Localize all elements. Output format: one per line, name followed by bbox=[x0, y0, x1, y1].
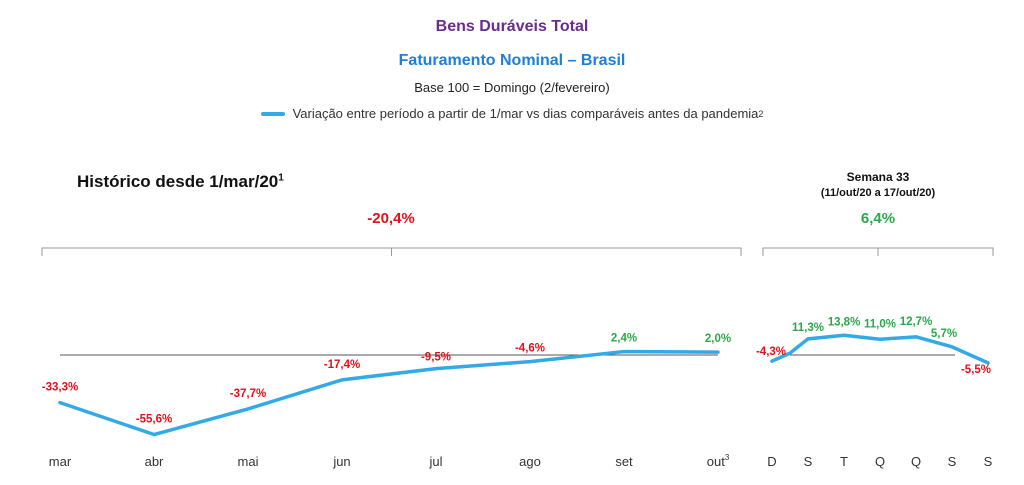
week-data-label: -4,3% bbox=[756, 346, 786, 358]
history-point bbox=[434, 367, 438, 371]
history-tick-label: out3 bbox=[707, 453, 730, 469]
base-note: Base 100 = Domingo (2/fevereiro) bbox=[414, 80, 610, 95]
history-tick-label: mai bbox=[238, 454, 259, 469]
week-point bbox=[950, 345, 954, 349]
chart-subtitle: Faturamento Nominal – Brasil bbox=[398, 52, 626, 69]
history-tick-label: jul bbox=[428, 454, 442, 469]
chart-title: Bens Duráveis Total bbox=[435, 18, 589, 35]
history-point bbox=[340, 378, 344, 382]
legend-swatch bbox=[260, 111, 285, 116]
history-data-label: -4,6% bbox=[515, 343, 545, 355]
week-bracket bbox=[762, 247, 994, 256]
history-series-line bbox=[58, 349, 720, 437]
history-tick-footnote: 3 bbox=[725, 453, 730, 462]
history-panel-title: Histórico desde 1/mar/201 bbox=[77, 172, 284, 192]
week-point bbox=[770, 359, 774, 363]
week-point bbox=[914, 335, 918, 339]
week-tick-label: S bbox=[984, 454, 993, 469]
history-data-label: -55,6% bbox=[136, 414, 172, 426]
week-tick-label: S bbox=[804, 454, 813, 469]
history-point bbox=[152, 433, 156, 437]
week-panel-range: (11/out/20 a 17/out/20) bbox=[820, 187, 936, 199]
week-data-label: 11,0% bbox=[864, 318, 896, 330]
history-tick-label: ago bbox=[519, 454, 541, 469]
history-title-footnote: 1 bbox=[278, 172, 284, 184]
history-point bbox=[246, 407, 250, 411]
legend: Variação entre período a partir de 1/mar… bbox=[0, 106, 1024, 121]
week-point bbox=[806, 337, 810, 341]
history-data-label: -37,7% bbox=[230, 388, 266, 400]
week-tick-label: Q bbox=[875, 454, 885, 469]
history-total-label: -20,4% bbox=[367, 210, 415, 227]
history-tick-label: jun bbox=[332, 454, 350, 469]
week-data-label: 12,7% bbox=[900, 316, 933, 328]
history-tick-label: set bbox=[615, 454, 633, 469]
history-tick-label: mar bbox=[49, 454, 72, 469]
week-series-line bbox=[770, 333, 990, 365]
week-tick-label: Q bbox=[911, 454, 921, 469]
week-point bbox=[878, 337, 882, 341]
week-data-label: -5,5% bbox=[961, 364, 991, 376]
week-tick-label: D bbox=[767, 454, 776, 469]
week-panel-title: Semana 33 bbox=[846, 170, 910, 184]
week-total-label: 6,4% bbox=[860, 210, 896, 227]
week-point bbox=[842, 333, 846, 337]
week-tick-label: T bbox=[840, 454, 848, 469]
history-point bbox=[622, 350, 626, 354]
history-point bbox=[528, 360, 532, 364]
week-data-label: 11,3% bbox=[792, 322, 824, 334]
week-data-label: 5,7% bbox=[931, 328, 957, 340]
week-data-label: 13,8% bbox=[828, 316, 861, 328]
history-bracket bbox=[41, 247, 742, 256]
legend-label: Variação entre período a partir de 1/mar… bbox=[292, 106, 759, 121]
history-data-label: -33,3% bbox=[42, 382, 78, 394]
history-title-text: Histórico desde 1/mar/20 bbox=[77, 172, 279, 191]
history-data-label: 2,0% bbox=[705, 333, 731, 345]
history-data-label: 2,4% bbox=[611, 333, 637, 345]
history-data-label: -17,4% bbox=[324, 359, 360, 371]
week-point bbox=[986, 361, 990, 365]
week-tick-label: S bbox=[948, 454, 957, 469]
history-point bbox=[716, 350, 720, 354]
history-data-label: -9,5% bbox=[421, 352, 451, 364]
history-tick-label: abr bbox=[145, 454, 164, 469]
history-point bbox=[58, 401, 62, 405]
